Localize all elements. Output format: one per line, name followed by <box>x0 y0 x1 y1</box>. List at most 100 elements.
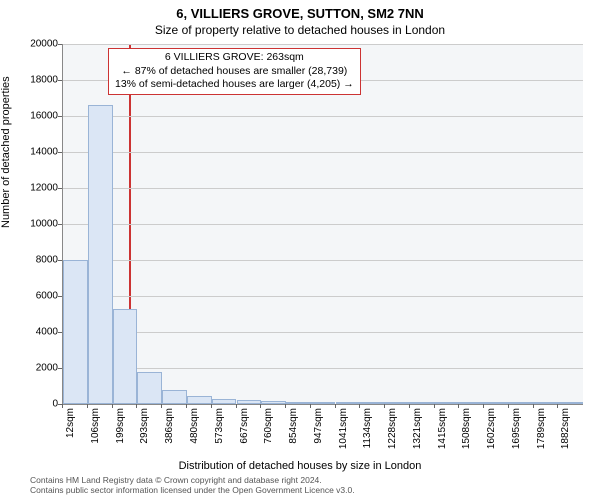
histogram-bar <box>360 402 385 404</box>
yaxis-label: Number of detached properties <box>0 76 12 228</box>
histogram-bar <box>410 402 435 404</box>
xtick-label: 1415sqm <box>437 408 448 468</box>
xtick-mark <box>483 404 484 408</box>
footer-line1: Contains HM Land Registry data © Crown c… <box>30 475 592 486</box>
xtick-mark <box>359 404 360 408</box>
xtick-mark <box>87 404 88 408</box>
xtick-label: 480sqm <box>189 408 200 468</box>
histogram-bar <box>113 309 138 404</box>
histogram-bar <box>509 402 534 404</box>
ytick-label: 16000 <box>18 111 58 122</box>
gridline <box>63 296 583 297</box>
ytick-label: 2000 <box>18 363 58 374</box>
xtick-label: 106sqm <box>90 408 101 468</box>
ytick-mark <box>58 152 62 153</box>
histogram-bar <box>484 402 509 404</box>
ytick-mark <box>58 368 62 369</box>
ytick-label: 18000 <box>18 75 58 86</box>
xtick-mark <box>62 404 63 408</box>
xtick-mark <box>186 404 187 408</box>
xtick-mark <box>434 404 435 408</box>
xtick-label: 199sqm <box>115 408 126 468</box>
xtick-mark <box>136 404 137 408</box>
ytick-mark <box>58 116 62 117</box>
histogram-bar <box>237 400 262 404</box>
ytick-label: 4000 <box>18 327 58 338</box>
ytick-label: 12000 <box>18 183 58 194</box>
xtick-mark <box>285 404 286 408</box>
gridline <box>63 152 583 153</box>
xtick-label: 12sqm <box>65 408 76 468</box>
xtick-mark <box>260 404 261 408</box>
xtick-label: 1508sqm <box>461 408 472 468</box>
xtick-mark <box>384 404 385 408</box>
xtick-label: 1228sqm <box>387 408 398 468</box>
xtick-mark <box>508 404 509 408</box>
xtick-label: 573sqm <box>214 408 225 468</box>
annotation-line2: ← 87% of detached houses are smaller (28… <box>115 65 354 79</box>
ytick-label: 8000 <box>18 255 58 266</box>
xtick-label: 1695sqm <box>511 408 522 468</box>
histogram-bar <box>534 402 559 404</box>
xtick-label: 1041sqm <box>338 408 349 468</box>
xtick-mark <box>310 404 311 408</box>
xtick-mark <box>161 404 162 408</box>
ytick-mark <box>58 224 62 225</box>
page-subtitle: Size of property relative to detached ho… <box>0 23 600 37</box>
xtick-label: 1321sqm <box>412 408 423 468</box>
xtick-mark <box>335 404 336 408</box>
gridline <box>63 44 583 45</box>
ytick-label: 6000 <box>18 291 58 302</box>
gridline <box>63 116 583 117</box>
xtick-mark <box>533 404 534 408</box>
ytick-mark <box>58 332 62 333</box>
histogram-bar <box>311 402 336 404</box>
gridline <box>63 368 583 369</box>
xtick-label: 1882sqm <box>560 408 571 468</box>
gridline <box>63 188 583 189</box>
histogram-bar <box>63 260 88 404</box>
xtick-mark <box>409 404 410 408</box>
plot-area <box>62 44 583 405</box>
xtick-mark <box>557 404 558 408</box>
gridline <box>63 332 583 333</box>
ytick-mark <box>58 44 62 45</box>
histogram-bar <box>336 402 361 404</box>
histogram-bar <box>459 402 484 404</box>
ytick-mark <box>58 188 62 189</box>
footer-line2: Contains public sector information licen… <box>30 485 592 496</box>
xtick-label: 760sqm <box>263 408 274 468</box>
histogram-bar <box>187 396 212 404</box>
histogram-bar <box>162 390 187 404</box>
histogram-bar <box>435 402 460 404</box>
histogram-bar <box>558 402 583 404</box>
gridline <box>63 260 583 261</box>
xtick-label: 1602sqm <box>486 408 497 468</box>
histogram-bar <box>137 372 162 404</box>
ytick-label: 20000 <box>18 39 58 50</box>
xtick-mark <box>211 404 212 408</box>
footer: Contains HM Land Registry data © Crown c… <box>30 475 592 496</box>
xtick-mark <box>236 404 237 408</box>
xtick-mark <box>458 404 459 408</box>
xtick-label: 667sqm <box>239 408 250 468</box>
annotation-box: 6 VILLIERS GROVE: 263sqm ← 87% of detach… <box>108 48 361 95</box>
histogram-bar <box>88 105 113 404</box>
annotation-line1: 6 VILLIERS GROVE: 263sqm <box>115 51 354 65</box>
gridline <box>63 224 583 225</box>
ytick-label: 10000 <box>18 219 58 230</box>
ytick-mark <box>58 260 62 261</box>
histogram-bar <box>385 402 410 404</box>
ytick-mark <box>58 296 62 297</box>
xtick-label: 293sqm <box>139 408 150 468</box>
histogram-bar <box>286 402 311 404</box>
ytick-label: 0 <box>18 399 58 410</box>
xtick-label: 1134sqm <box>362 408 373 468</box>
ytick-mark <box>58 80 62 81</box>
xtick-mark <box>112 404 113 408</box>
chart-container: 6, VILLIERS GROVE, SUTTON, SM2 7NN Size … <box>0 0 600 500</box>
xtick-label: 854sqm <box>288 408 299 468</box>
xtick-label: 386sqm <box>164 408 175 468</box>
histogram-bar <box>261 401 286 404</box>
xtick-label: 947sqm <box>313 408 324 468</box>
